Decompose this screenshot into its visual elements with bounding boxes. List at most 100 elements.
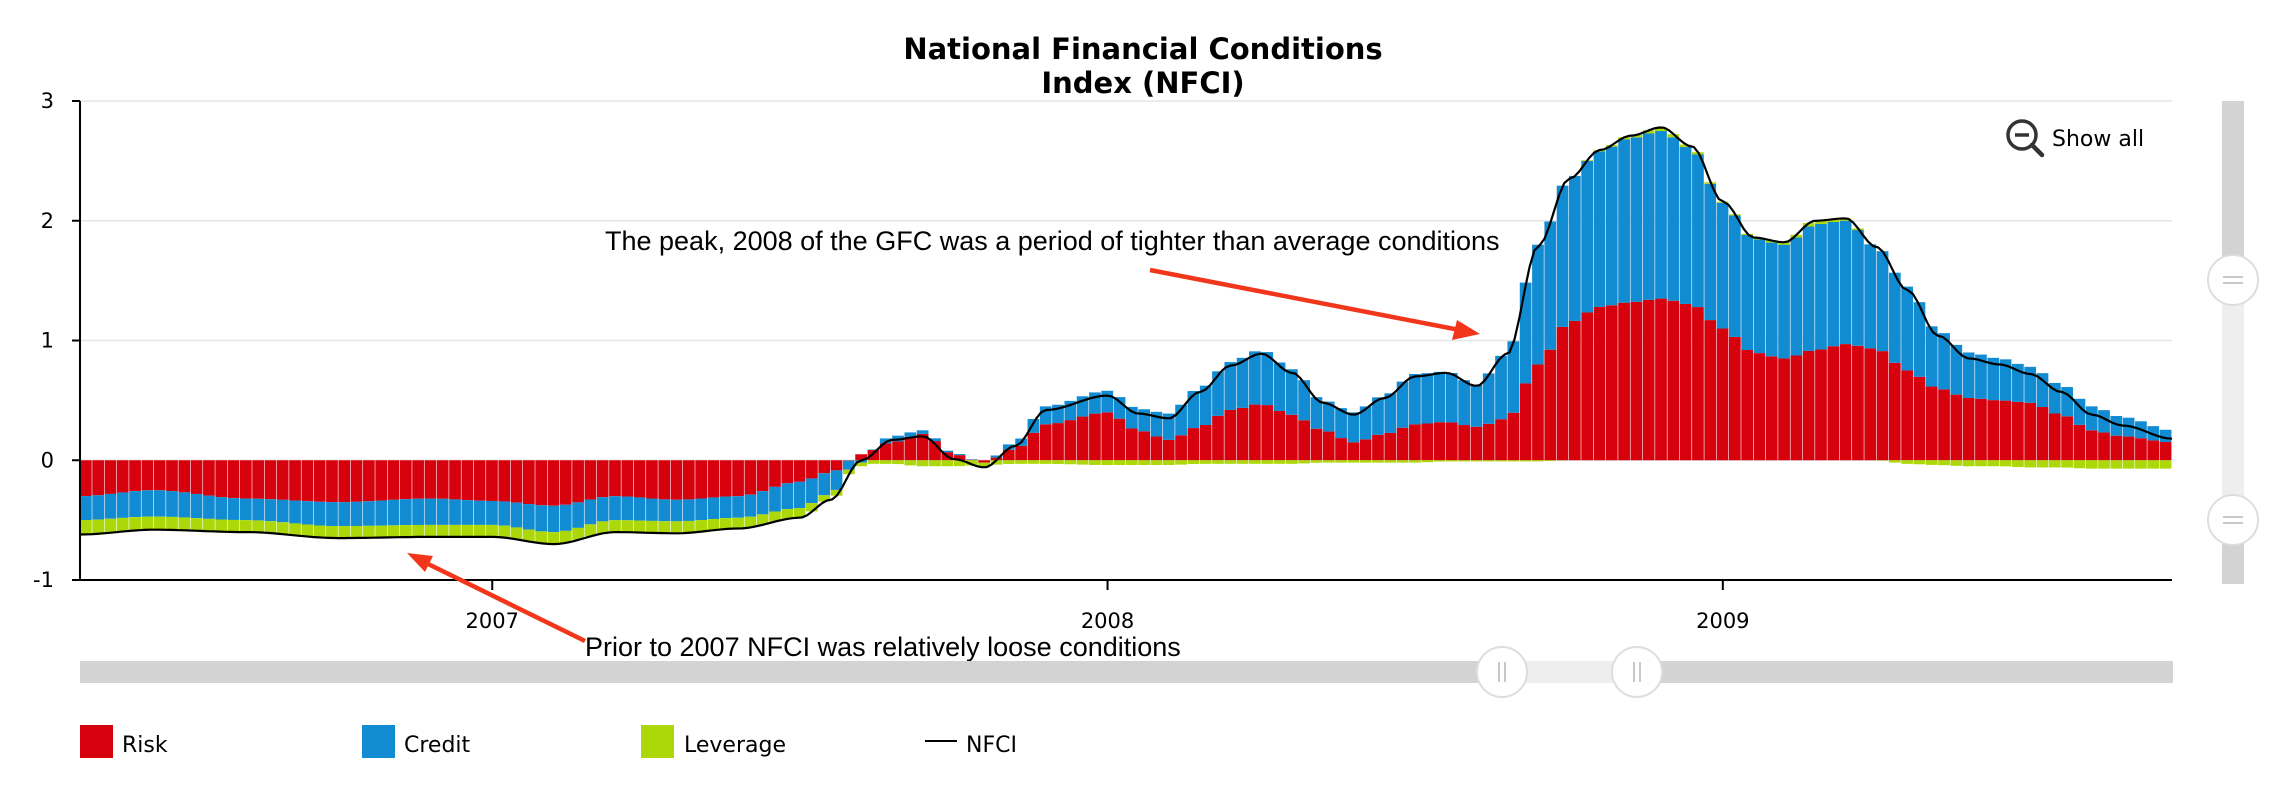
bar-leverage	[2159, 460, 2172, 469]
bar-credit	[141, 490, 154, 517]
bar-credit	[1064, 400, 1077, 421]
bar-risk	[461, 460, 474, 501]
bar-credit	[1569, 175, 1581, 321]
bar-risk	[350, 460, 363, 502]
bar-leverage	[695, 520, 707, 532]
bar-credit	[1532, 244, 1544, 365]
bar-credit	[1212, 371, 1224, 416]
v-scrollbar-handle-top[interactable]	[2207, 254, 2259, 306]
bar-credit	[1864, 244, 1877, 349]
bar-risk	[2024, 402, 2037, 461]
bar-credit	[621, 496, 634, 521]
v-scrollbar-handle-bottom[interactable]	[2207, 494, 2259, 546]
bar-risk	[670, 460, 683, 500]
h-scrollbar-track[interactable]	[80, 661, 2173, 683]
bar-leverage	[375, 525, 388, 538]
bar-credit	[1728, 215, 1741, 337]
bar-risk	[1322, 431, 1335, 461]
bar-risk	[523, 460, 535, 505]
h-scrollbar-selection[interactable]	[1502, 661, 1637, 683]
bar-leverage	[1384, 460, 1397, 463]
bar-leverage	[609, 520, 621, 533]
bar-risk	[375, 460, 388, 501]
bar-credit	[1987, 357, 2000, 401]
bar-risk	[1433, 422, 1446, 461]
bar-leverage	[2135, 460, 2147, 469]
bar-risk	[1852, 345, 1864, 461]
bar-leverage	[153, 516, 166, 530]
bar-credit	[2048, 382, 2061, 414]
bar-leverage	[178, 517, 191, 531]
bar-leverage	[1630, 134, 1643, 138]
bar-credit	[596, 497, 609, 522]
legend-item-leverage[interactable]: Leverage	[641, 725, 786, 758]
bar-leverage	[1138, 460, 1151, 466]
bar-leverage	[190, 518, 203, 531]
bar-credit	[904, 432, 917, 437]
bar-risk	[707, 460, 720, 498]
v-scrollbar-selection[interactable]	[2222, 280, 2244, 520]
bar-risk	[719, 460, 732, 497]
bar-credit	[547, 505, 560, 533]
bar-leverage	[1199, 460, 1212, 464]
bar-risk	[1150, 436, 1163, 461]
bar-leverage	[1913, 460, 1926, 465]
bar-credit	[1802, 226, 1815, 351]
bar-risk	[1039, 424, 1052, 461]
bar-risk	[892, 441, 904, 461]
bar-leverage	[1433, 460, 1446, 462]
annotation-pre-2007-arrow	[419, 557, 586, 644]
bar-credit	[116, 492, 129, 518]
bar-credit	[1470, 384, 1483, 427]
bar-risk	[1741, 349, 1753, 461]
bar-risk	[2012, 401, 2024, 461]
bar-credit	[1482, 373, 1495, 424]
bar-credit	[584, 499, 597, 525]
bar-leverage	[1310, 460, 1323, 463]
bar-leverage	[1987, 460, 2000, 467]
bar-credit	[1495, 355, 1507, 420]
bar-leverage	[1482, 460, 1495, 462]
bar-credit	[2159, 429, 2172, 443]
bar-credit	[313, 501, 326, 526]
bar-risk	[879, 443, 892, 461]
bar-credit	[301, 501, 314, 525]
bar-risk	[1089, 413, 1101, 461]
bar-leverage	[2073, 460, 2086, 469]
legend-item-nfci[interactable]: NFCI	[925, 733, 1017, 758]
bar-credit	[1396, 381, 1409, 428]
bar-credit	[1888, 272, 1901, 363]
bar-credit	[350, 501, 363, 526]
legend-item-risk[interactable]: Risk	[80, 725, 168, 758]
bar-credit	[1285, 369, 1298, 415]
horizontal-scrollbar[interactable]	[80, 646, 2173, 698]
bar-leverage	[1642, 130, 1655, 134]
bar-risk	[682, 460, 695, 500]
bar-leverage	[1679, 144, 1692, 148]
show-all-button[interactable]: Show all	[2006, 119, 2144, 158]
bar-leverage	[646, 520, 658, 533]
bar-credit	[2085, 406, 2098, 431]
bar-leverage	[301, 524, 314, 537]
bar-credit	[215, 497, 228, 520]
bar-leverage	[1888, 460, 1901, 463]
bar-credit	[510, 502, 523, 528]
bar-credit	[1445, 373, 1458, 423]
bar-credit	[2024, 366, 2037, 403]
bar-risk	[2098, 432, 2110, 461]
bar-risk	[387, 460, 400, 500]
legend-item-credit[interactable]: Credit	[362, 725, 471, 758]
bar-risk	[1913, 376, 1926, 461]
bar-risk	[830, 460, 843, 471]
bar-risk	[1015, 445, 1027, 461]
annotation-gfc-arrowhead	[1452, 320, 1480, 340]
bar-credit	[929, 438, 941, 442]
legend-label-nfci: NFCI	[966, 733, 1017, 758]
h-scrollbar-handle-right[interactable]	[1611, 646, 1663, 698]
bar-risk	[1815, 349, 1827, 461]
bar-risk	[104, 460, 117, 494]
x-tick-labels: 2007 2008 2009	[466, 580, 1750, 633]
vertical-scrollbar[interactable]	[2207, 101, 2259, 584]
h-scrollbar-handle-left[interactable]	[1476, 646, 1528, 698]
bar-leverage	[1101, 460, 1114, 466]
